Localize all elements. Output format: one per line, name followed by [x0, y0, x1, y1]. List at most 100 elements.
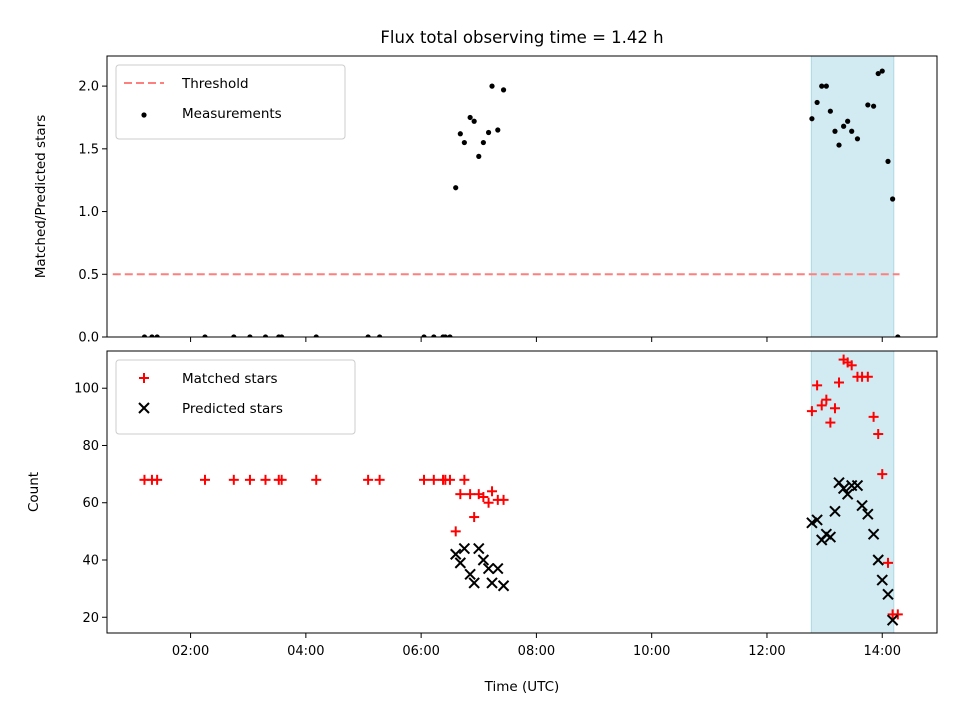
matched-star-point: [483, 497, 494, 508]
measurement-point: [476, 153, 482, 159]
matched-star-point: [868, 411, 879, 422]
measurement-point: [313, 334, 319, 337]
matched-star-point: [877, 469, 888, 480]
matched-star-point: [478, 492, 489, 503]
measurement-point: [262, 334, 269, 337]
measurement-point: [875, 70, 881, 77]
measurement-point: [879, 68, 885, 74]
measurement-point: [447, 334, 453, 337]
matched-star-point: [883, 557, 894, 568]
matched-star-point: [846, 360, 857, 371]
measurement-point: [471, 118, 477, 124]
x-tick-label: 04:00: [287, 644, 324, 659]
x-tick-label: 12:00: [748, 644, 785, 659]
matched-star-point: [829, 403, 840, 414]
measurement-point: [377, 334, 383, 337]
measurement-point: [489, 83, 495, 89]
predicted-star-point: [872, 554, 884, 566]
matched-star-point: [228, 474, 239, 485]
legend-box: [115, 359, 356, 435]
predicted-star-point: [811, 514, 823, 526]
bottom-panel: 20 40 60 80 100 02:00 04:00 06:00 08:00 10:00 12:0…: [26, 350, 938, 659]
x-tick-label: 10:00: [633, 644, 670, 659]
measurement-point: [841, 123, 847, 129]
predicted-star-point: [486, 577, 498, 589]
measurement-point: [895, 334, 901, 337]
measurement-point: [832, 128, 838, 134]
measurement-point: [149, 334, 155, 337]
measurement-point: [890, 196, 896, 202]
predicted-star-point: [862, 508, 874, 520]
predicted-star-point: [450, 548, 462, 560]
predicted-star-point: [824, 531, 837, 543]
y-tick-label: 1.0: [78, 205, 99, 220]
matched-star-point: [455, 489, 466, 500]
matched-star-point: [450, 526, 461, 537]
y-tick-label: 2.0: [78, 80, 99, 95]
measurement-point: [814, 99, 820, 106]
measurement-point: [231, 334, 237, 337]
predicted-star-point: [886, 614, 899, 626]
measurement-point: [870, 103, 877, 109]
axes-frame: [106, 55, 938, 338]
measurement-point: [827, 108, 833, 114]
predicted-star-point: [882, 588, 894, 601]
matched-star-point: [821, 394, 832, 405]
predicted-star-point: [841, 488, 854, 500]
matched-star-point: [816, 400, 827, 411]
matched-star-point: [873, 429, 884, 440]
y-axis-label: Matched/Predicted stars: [33, 115, 49, 278]
plot-area: [112, 68, 901, 337]
measurement-point: [854, 136, 861, 142]
matched-star-point: [465, 489, 476, 500]
matched-star-point: [806, 406, 817, 417]
y-tick-label: 20: [82, 611, 99, 626]
highlight-span: [810, 350, 895, 634]
legend-label: Threshold: [181, 76, 249, 92]
matched-star-point: [152, 474, 163, 485]
legend-predicted-swatch: [138, 402, 150, 414]
matched-star-point: [469, 512, 480, 523]
matched-star-point: [812, 380, 823, 391]
measurement-point: [836, 142, 842, 148]
measurement-point: [467, 114, 473, 121]
measurement-point: [849, 128, 855, 134]
matched-star-point: [834, 377, 845, 388]
x-tick-label: 06:00: [402, 644, 439, 659]
legend-matched-swatch: [139, 373, 149, 383]
matched-star-point: [419, 474, 430, 485]
measurement-point: [819, 83, 825, 89]
y-tick-label: 100: [74, 382, 99, 397]
measurement-point: [442, 334, 448, 337]
y-tick-label: 0.0: [78, 331, 99, 346]
matched-star-point: [244, 474, 255, 485]
predicted-star-point: [837, 482, 850, 495]
y-tick-label: 80: [82, 439, 99, 454]
legend-label: Matched stars: [182, 371, 278, 387]
measurement-point: [823, 83, 829, 89]
predicted-star-point: [468, 577, 480, 589]
legend-box: [115, 64, 346, 140]
top-panel: 0.0 0.5 1.0 1.5 2.0 Matched/Predicted stars Th…: [33, 55, 938, 346]
measurement-point: [809, 116, 815, 122]
plot-area: [139, 354, 903, 626]
y-tick-label: 40: [82, 553, 99, 568]
predicted-star-point: [856, 499, 868, 512]
matched-star-point: [498, 494, 509, 505]
measurement-point: [495, 127, 501, 133]
predicted-star-point: [477, 554, 490, 566]
matched-star-point: [444, 474, 455, 485]
predicted-star-point: [454, 557, 467, 569]
y-tick-label: 0.5: [78, 268, 99, 283]
measurement-point: [485, 129, 492, 136]
matched-star-point: [862, 371, 873, 382]
measurement-point: [202, 334, 208, 337]
measurement-point: [247, 334, 253, 337]
measurement-point: [500, 87, 507, 93]
measurement-point: [154, 334, 160, 337]
y-axis-label: Count: [26, 472, 42, 512]
matched-star-point: [311, 474, 322, 485]
matched-star-point: [363, 474, 374, 485]
x-axis-label: Time (UTC): [484, 679, 560, 695]
